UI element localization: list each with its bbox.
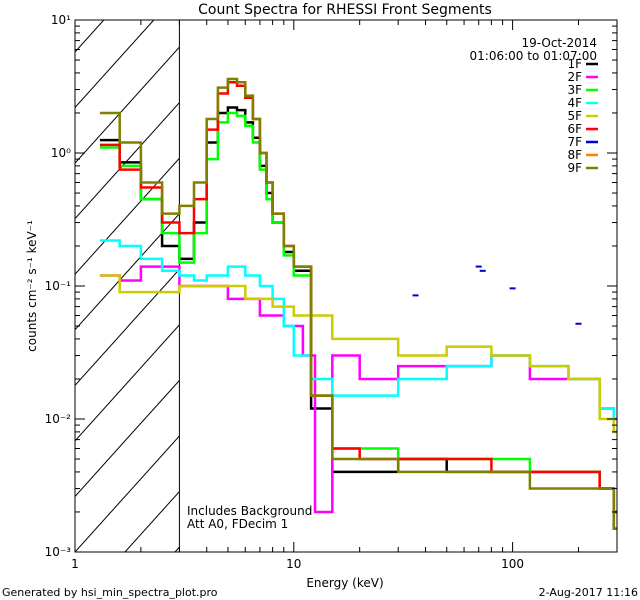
annotation-attenuator: Att A0, FDecim 1 — [187, 517, 288, 531]
x-tick-label: 1 — [71, 557, 79, 571]
legend-label-5F: 5F — [567, 109, 582, 123]
hatch-lines — [75, 20, 180, 552]
time-range-label: 01:06:00 to 01:07:00 — [470, 49, 597, 63]
y-tick-label: 10⁻³ — [45, 545, 72, 559]
date-label: 19-Oct-2014 — [521, 36, 597, 50]
series-5F-line — [99, 274, 617, 434]
series-layer — [99, 77, 617, 530]
hatch-line — [75, 268, 180, 387]
chart-title: Count Spectra for RHESSI Front Segments — [198, 2, 492, 18]
y-tick-label: 10⁻¹ — [45, 279, 72, 293]
legend-label-4F: 4F — [567, 96, 582, 110]
hatch-line — [75, 435, 180, 552]
generated-by-label: Generated by hsi_min_spectra_plot.pro — [2, 586, 218, 599]
legend-label-2F: 2F — [567, 70, 582, 84]
x-axis-label: Energy (keV) — [306, 576, 383, 590]
legend-label-8F: 8F — [567, 148, 582, 162]
hatch-line — [75, 46, 180, 164]
legend-label-7F: 7F — [567, 135, 582, 149]
x-tick-label: 10 — [286, 557, 301, 571]
y-tick-label: 10¹ — [51, 13, 71, 27]
annotation-background: Includes Background — [187, 504, 312, 518]
legend-label-1F: 1F — [567, 57, 582, 71]
footer-date-label: 2-Aug-2017 11:16 — [539, 586, 638, 599]
series-1F-line — [99, 106, 617, 530]
hatch-line — [75, 213, 180, 331]
series-9F-line — [99, 77, 617, 530]
legend-label-9F: 9F — [567, 161, 582, 175]
legend-label-6F: 6F — [567, 122, 582, 136]
y-tick-label: 10⁰ — [51, 146, 71, 160]
hatch-line — [75, 379, 180, 498]
axes: 1 10 100 10⁻³ 10⁻² 10⁻¹ 10⁰ 10¹ — [45, 13, 618, 571]
y-axis-label: counts cm⁻² s⁻¹ keV⁻¹ — [25, 220, 39, 352]
x-tick-label: 100 — [501, 557, 524, 571]
legend-label-3F: 3F — [567, 83, 582, 97]
y-tick-label: 10⁻² — [45, 412, 72, 426]
hatch-line — [75, 101, 180, 220]
series-2F-line — [99, 265, 617, 514]
